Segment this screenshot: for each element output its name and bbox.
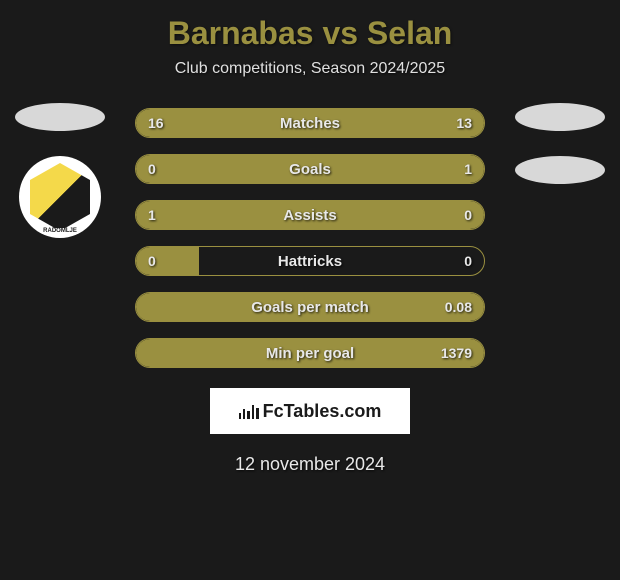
right-avatar-placeholder <box>515 103 605 131</box>
stat-label: Goals per match <box>136 299 484 316</box>
left-player-column: RADOMLJE <box>15 103 105 238</box>
stat-label: Matches <box>136 115 484 132</box>
logo-label: FcTables.com <box>263 401 382 422</box>
logo-box[interactable]: FcTables.com <box>210 388 410 434</box>
logo-text: FcTables.com <box>239 401 382 422</box>
stat-label: Goals <box>136 161 484 178</box>
stat-row: Goals per match0.08 <box>135 292 485 322</box>
stat-value-right: 1379 <box>441 345 472 361</box>
left-club-badge: RADOMLJE <box>19 156 101 238</box>
stat-value-right: 0 <box>464 207 472 223</box>
stat-row: Min per goal1379 <box>135 338 485 368</box>
badge-text: RADOMLJE <box>41 228 79 234</box>
main-container: Barnabas vs Selan Club competitions, Sea… <box>0 0 620 485</box>
stat-value-right: 13 <box>456 115 472 131</box>
stat-label: Hattricks <box>136 253 484 270</box>
stat-value-right: 0 <box>464 253 472 269</box>
stat-value-right: 0.08 <box>445 299 472 315</box>
stat-row: 1Assists0 <box>135 200 485 230</box>
right-player-column <box>515 103 605 209</box>
page-subtitle: Club competitions, Season 2024/2025 <box>175 60 445 78</box>
chart-icon <box>239 403 259 419</box>
left-avatar-placeholder <box>15 103 105 131</box>
stats-area: RADOMLJE 16Matches130Goals11Assists00Hat… <box>0 108 620 368</box>
right-club-placeholder <box>515 156 605 184</box>
stat-label: Min per goal <box>136 345 484 362</box>
date-text: 12 november 2024 <box>235 454 385 475</box>
stat-row: 0Hattricks0 <box>135 246 485 276</box>
stat-row: 16Matches13 <box>135 108 485 138</box>
stat-row: 0Goals1 <box>135 154 485 184</box>
page-title: Barnabas vs Selan <box>168 15 453 52</box>
stat-value-right: 1 <box>464 161 472 177</box>
stat-label: Assists <box>136 207 484 224</box>
stats-bars: 16Matches130Goals11Assists00Hattricks0Go… <box>135 108 485 368</box>
shield-icon <box>30 163 90 231</box>
